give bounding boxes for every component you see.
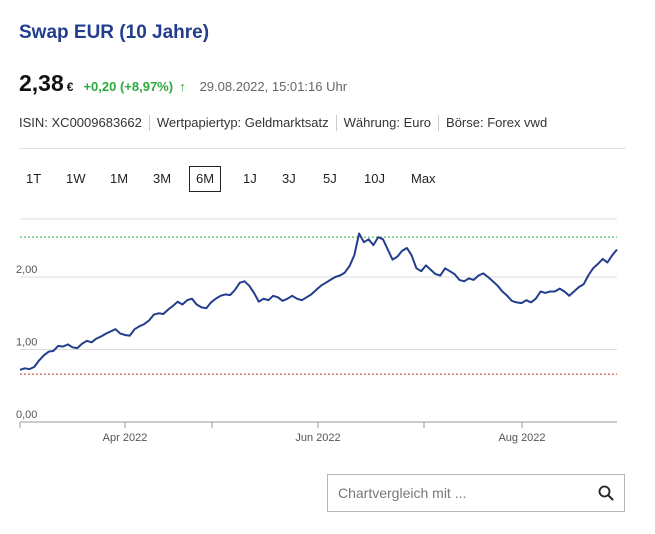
x-axis-ticks: Apr 2022 Jun 2022 Aug 2022 <box>19 422 546 444</box>
y-tick-label: 2,00 <box>16 264 37 276</box>
quote-summary: 2,38 € +0,20 (+8,97%) ↑ 29.08.2022, 15:0… <box>19 70 347 97</box>
range-tab-1w[interactable]: 1W <box>66 171 86 186</box>
x-tick-label: Aug 2022 <box>498 432 545 444</box>
price-chart[interactable]: 0,00 1,00 2,00 Apr 2022 Jun 2022 Aug 2022 <box>0 205 655 450</box>
currency-info: Währung: Euro <box>343 115 432 130</box>
range-tab-10j[interactable]: 10J <box>364 171 385 186</box>
range-tab-1j[interactable]: 1J <box>243 171 257 186</box>
security-type: Wertpapiertyp: Geldmarktsatz <box>156 115 329 130</box>
y-tick-label: 1,00 <box>16 337 37 349</box>
range-tab-1t[interactable]: 1T <box>26 171 42 186</box>
page-title: Swap EUR (10 Jahre) <box>19 22 210 43</box>
current-price: 2,38 <box>19 70 64 96</box>
currency-symbol: € <box>66 80 74 94</box>
instrument-meta: ISIN: XC0009683662 Wertpapiertyp: Geldma… <box>19 115 547 131</box>
quote-timestamp: 29.08.2022, 15:01:16 Uhr <box>199 79 348 94</box>
section-divider <box>19 148 626 149</box>
range-tab-5j[interactable]: 5J <box>323 171 337 186</box>
range-tab-3m[interactable]: 3M <box>153 171 172 186</box>
series-line <box>19 232 618 371</box>
chart-grid <box>20 218 617 423</box>
up-arrow-icon: ↑ <box>179 79 186 94</box>
range-tab-max[interactable]: Max <box>411 171 436 186</box>
reference-lines <box>20 236 617 375</box>
chart-compare-input[interactable] <box>328 474 588 512</box>
range-tab-1m[interactable]: 1M <box>110 171 129 186</box>
x-tick-label: Jun 2022 <box>295 432 340 444</box>
price-change: +0,20 (+8,97%) <box>83 79 174 94</box>
x-tick-label: Apr 2022 <box>103 432 148 444</box>
y-tick-label: 0,00 <box>16 409 37 421</box>
search-icon[interactable] <box>588 475 624 511</box>
exchange-info: Börse: Forex vwd <box>446 115 548 130</box>
isin: ISIN: XC0009683662 <box>19 115 142 130</box>
range-tab-3j[interactable]: 3J <box>282 171 296 186</box>
meta-divider <box>148 115 150 131</box>
range-tab-6m[interactable]: 6M <box>189 166 222 192</box>
chart-compare-search <box>327 474 625 512</box>
meta-divider <box>335 115 337 131</box>
y-axis-ticks: 0,00 1,00 2,00 <box>16 264 37 421</box>
meta-divider <box>438 115 440 131</box>
